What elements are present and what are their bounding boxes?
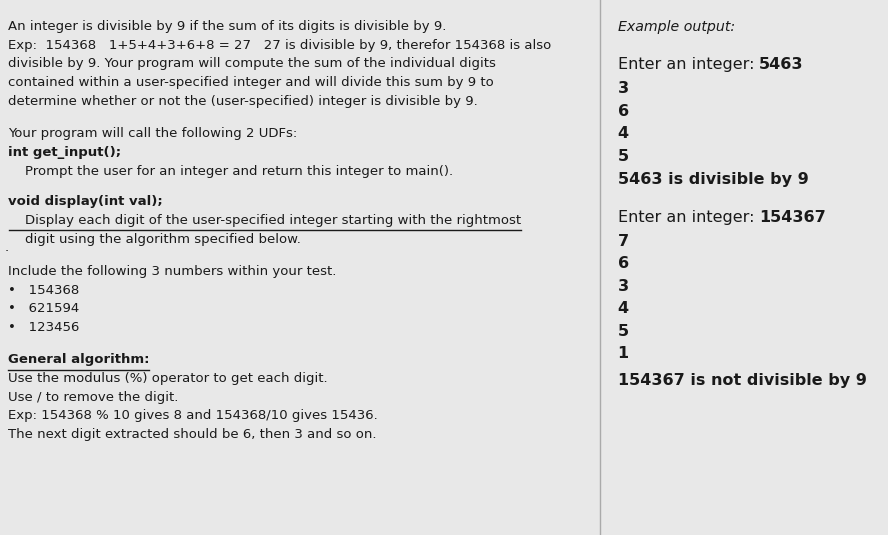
Text: 1: 1: [617, 346, 629, 361]
Text: void display(int val);: void display(int val);: [8, 195, 163, 208]
Text: 4: 4: [617, 301, 629, 316]
Text: The next digit extracted should be 6, then 3 and so on.: The next digit extracted should be 6, th…: [8, 428, 377, 441]
Text: Display each digit of the user-specified integer starting with the rightmost: Display each digit of the user-specified…: [8, 214, 521, 227]
Text: Enter an integer:: Enter an integer:: [617, 210, 759, 225]
Text: An integer is divisible by 9 if the sum of its digits is divisible by 9.: An integer is divisible by 9 if the sum …: [8, 20, 446, 33]
Text: Exp: 154368 % 10 gives 8 and 154368/10 gives 15436.: Exp: 154368 % 10 gives 8 and 154368/10 g…: [8, 409, 377, 422]
Text: 5: 5: [617, 149, 629, 164]
Text: Include the following 3 numbers within your test.: Include the following 3 numbers within y…: [8, 265, 337, 278]
Text: 6: 6: [617, 256, 629, 271]
Text: Enter an integer:: Enter an integer:: [617, 57, 759, 72]
Text: Exp:  154368   1+5+4+3+6+8 = 27   27 is divisible by 9, therefor 154368 is also: Exp: 154368 1+5+4+3+6+8 = 27 27 is divis…: [8, 39, 551, 51]
Text: digit using the algorithm specified below.: digit using the algorithm specified belo…: [8, 233, 301, 246]
Text: 5: 5: [617, 324, 629, 339]
Text: Use / to remove the digit.: Use / to remove the digit.: [8, 391, 178, 403]
Text: 6: 6: [617, 104, 629, 119]
Text: 3: 3: [617, 279, 629, 294]
Text: 7: 7: [617, 234, 629, 249]
Text: Example output:: Example output:: [617, 20, 734, 34]
Text: 5463 is divisible by 9: 5463 is divisible by 9: [617, 172, 808, 187]
Text: 154367 is not divisible by 9: 154367 is not divisible by 9: [617, 373, 867, 388]
Text: 3: 3: [617, 81, 629, 96]
Text: 154367: 154367: [759, 210, 826, 225]
Text: 4: 4: [617, 126, 629, 141]
Text: •   621594: • 621594: [8, 302, 79, 315]
Text: 5463: 5463: [759, 57, 804, 72]
Text: Your program will call the following 2 UDFs:: Your program will call the following 2 U…: [8, 127, 297, 140]
Text: Use the modulus (%) operator to get each digit.: Use the modulus (%) operator to get each…: [8, 372, 328, 385]
Text: int get_input();: int get_input();: [8, 146, 121, 159]
Text: Prompt the user for an integer and return this integer to main().: Prompt the user for an integer and retur…: [8, 165, 453, 178]
Text: •   154368: • 154368: [8, 284, 79, 296]
Text: contained within a user-specified integer and will divide this sum by 9 to: contained within a user-specified intege…: [8, 76, 494, 89]
Text: •   123456: • 123456: [8, 321, 79, 334]
Text: divisible by 9. Your program will compute the sum of the individual digits: divisible by 9. Your program will comput…: [8, 57, 496, 70]
Text: .: .: [4, 241, 8, 254]
Text: determine whether or not the (user-specified) integer is divisible by 9.: determine whether or not the (user-speci…: [8, 95, 478, 108]
Text: General algorithm:: General algorithm:: [8, 353, 149, 366]
